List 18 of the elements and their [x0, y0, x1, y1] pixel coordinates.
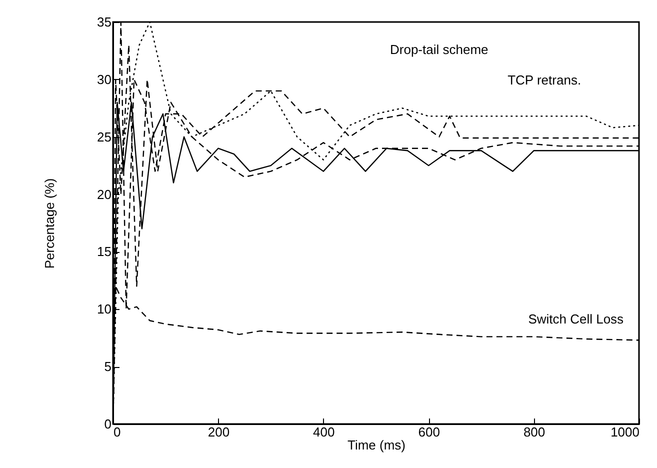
- x-tick-label: 800: [523, 424, 546, 440]
- y-tick-label: 35: [97, 14, 112, 30]
- annotation: Drop-tail scheme: [390, 42, 488, 58]
- y-tick-label: 5: [104, 359, 112, 374]
- x-tick-label: 200: [208, 424, 230, 440]
- x-tick-label: 1000: [610, 424, 640, 440]
- y-tick-label: 15: [97, 244, 112, 260]
- y-tick-label: 30: [97, 72, 112, 87]
- x-axis-title: Time (ms): [347, 438, 406, 452]
- x-tick-label: 400: [313, 424, 335, 440]
- annotation: TCP retrans.: [508, 72, 582, 88]
- y-tick-label: 10: [97, 302, 112, 317]
- x-tick-label: 0: [114, 424, 121, 440]
- y-axis-title: Percentage (%): [42, 178, 58, 269]
- annotation: Switch Cell Loss: [528, 311, 624, 326]
- x-tick-label: 600: [418, 424, 440, 440]
- y-tick-label: 20: [97, 186, 112, 202]
- y-tick-label: 25: [97, 129, 112, 144]
